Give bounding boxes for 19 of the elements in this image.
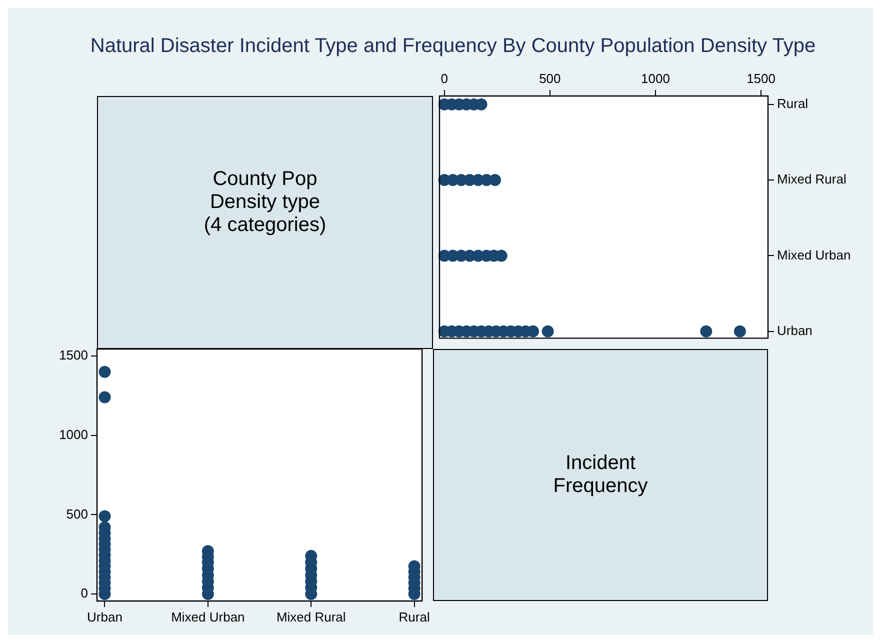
text: Natural Disaster Incident Type and Frequency By County Population Density Type: [89, 35, 817, 58]
text: County Pop Density type (4 categories): [202, 168, 328, 237]
x-tick-label: 500: [539, 70, 561, 86]
y-tick-label: 1500: [59, 348, 88, 363]
y-tick-label: Rural: [777, 96, 808, 111]
y-tick-label: Mixed Urban: [777, 247, 851, 262]
x-tick-label: Mixed Urban: [171, 609, 245, 624]
y-tick-label: Urban: [777, 322, 812, 338]
text: Incident Frequency: [552, 452, 649, 498]
x-tick-label: Mixed Rural: [276, 609, 346, 624]
x-tick-label: 1500: [746, 70, 776, 86]
y-tick-label: 0: [80, 586, 88, 601]
x-tick-label: Urban: [87, 609, 122, 624]
y-tick-label: 500: [66, 506, 88, 522]
x-tick-label: Rural: [398, 609, 430, 624]
x-tick-label: 1000: [641, 70, 670, 86]
x-tick-label: 0: [440, 70, 448, 86]
y-tick-label: Mixed Rural: [777, 172, 846, 187]
y-tick-label: 1000: [59, 426, 88, 442]
